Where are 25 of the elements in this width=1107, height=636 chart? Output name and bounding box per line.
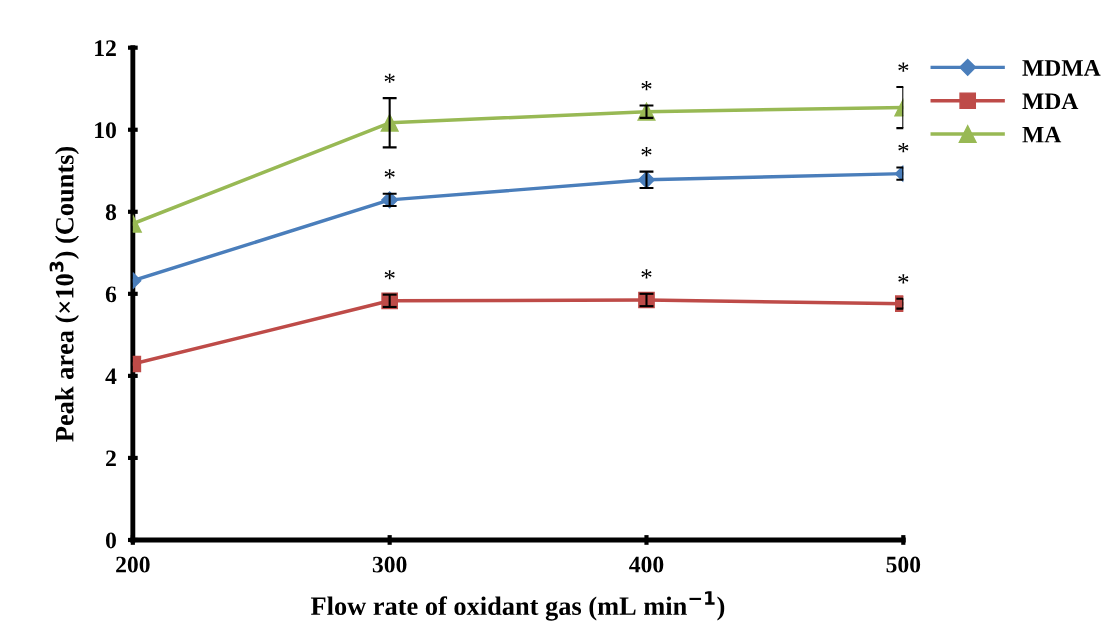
x-tick-label: 400: [629, 556, 664, 573]
annotation: *: [384, 270, 395, 280]
annotation: *: [641, 81, 652, 91]
y-tick-label: 8: [105, 204, 117, 221]
y-tick-label: 0: [105, 532, 116, 549]
y-tick-label: 10: [95, 122, 116, 139]
y-tick-label: 2: [106, 450, 116, 467]
annotation: *: [384, 169, 395, 179]
y-tick-label: 4: [105, 368, 117, 385]
annotation: *: [898, 274, 909, 284]
annotation: *: [641, 147, 652, 157]
legend-label: MDMA: [1022, 60, 1101, 76]
y-axis-title: Peak area (×10$^{3}$) (Counts): [49, 146, 79, 442]
x-tick-label: 500: [886, 556, 921, 573]
annotation: *: [384, 73, 395, 83]
legend-label: MA: [1022, 126, 1062, 143]
x-tick-label: 300: [372, 556, 407, 573]
y-tick-label: 6: [105, 286, 117, 303]
x-axis-title: Flow rate of oxidant gas (mL min$^{−1}$): [310, 591, 725, 621]
annotation: *: [898, 62, 909, 72]
legend-label: MDA: [1022, 93, 1079, 110]
y-tick-label: 12: [95, 40, 116, 56]
annotation: *: [641, 269, 652, 279]
annotation: *: [898, 143, 909, 153]
x-tick-label: 200: [116, 556, 150, 573]
